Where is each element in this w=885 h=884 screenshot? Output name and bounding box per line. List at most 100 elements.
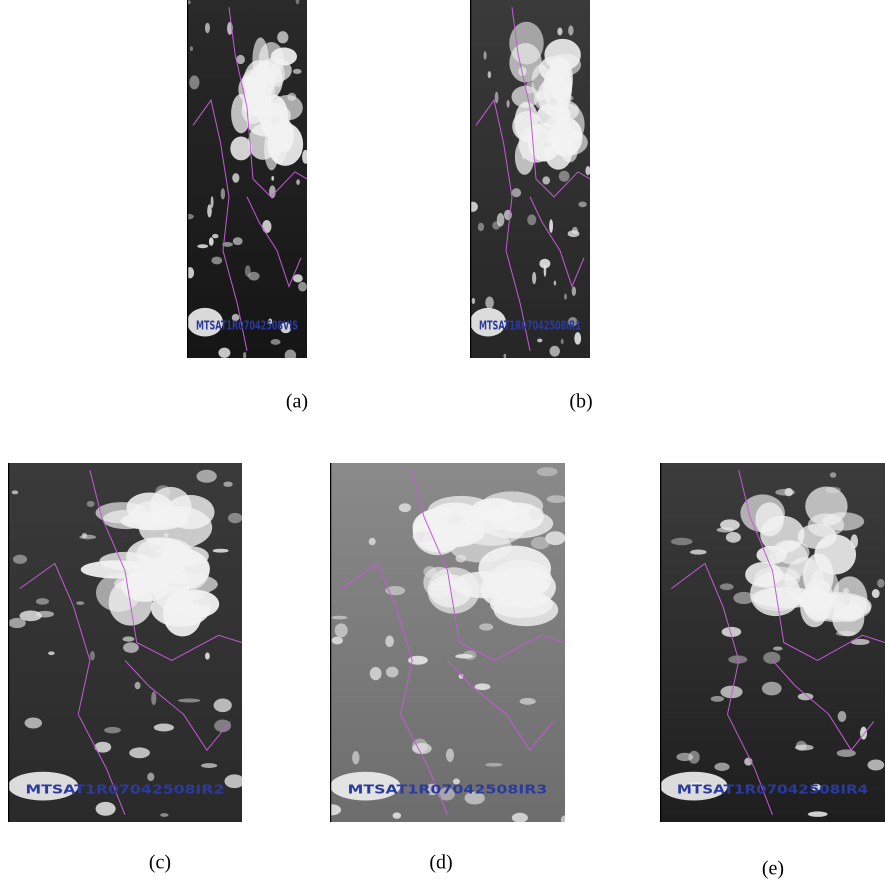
cloud xyxy=(192,597,215,606)
cloud xyxy=(187,267,195,279)
cloud xyxy=(470,201,478,212)
cloud xyxy=(218,347,231,358)
cloud xyxy=(197,244,209,249)
border xyxy=(124,660,231,752)
cloud xyxy=(585,166,590,176)
cloud xyxy=(331,636,343,645)
cloud xyxy=(807,513,845,538)
cloud xyxy=(277,31,289,44)
cloud xyxy=(557,27,563,36)
cloud xyxy=(248,271,260,281)
cloud xyxy=(710,695,725,702)
cloud xyxy=(487,71,492,79)
cloud xyxy=(825,486,841,494)
cloud xyxy=(477,222,485,232)
panel-caption: (a) xyxy=(286,391,308,413)
cloud xyxy=(532,271,537,285)
cloud xyxy=(539,258,551,269)
cloud xyxy=(230,136,252,161)
cloud xyxy=(295,0,300,5)
cloud xyxy=(196,469,217,483)
cloud xyxy=(269,185,276,199)
cloud xyxy=(187,213,194,220)
cloud xyxy=(721,626,742,637)
cloud xyxy=(151,691,157,706)
cloud xyxy=(546,495,565,503)
cloud xyxy=(733,591,755,605)
cloud xyxy=(750,571,801,617)
border xyxy=(772,660,875,752)
cloud xyxy=(810,783,821,791)
cloud xyxy=(208,237,214,246)
cloud xyxy=(714,762,730,771)
cloud xyxy=(243,351,247,358)
cloud xyxy=(162,590,203,637)
cloud xyxy=(548,117,583,157)
image-label: MTSAT1R07042508IR1 xyxy=(479,318,581,332)
cloud xyxy=(446,514,463,525)
cloud xyxy=(189,75,200,90)
cloud xyxy=(207,204,212,218)
cloud xyxy=(525,81,535,94)
cloud xyxy=(232,173,240,183)
cloud xyxy=(720,519,740,531)
cloud xyxy=(483,51,487,60)
cloud xyxy=(153,723,174,732)
cloud xyxy=(471,297,476,305)
coastline xyxy=(341,562,448,816)
cloud xyxy=(231,313,240,322)
cloud xyxy=(94,741,112,753)
cloud xyxy=(877,578,885,588)
cloud xyxy=(807,811,828,817)
satellite-image: MTSAT1R07042508IR4 xyxy=(660,463,885,822)
cloud xyxy=(138,544,151,555)
cloud xyxy=(425,783,439,796)
cloud xyxy=(427,567,480,614)
cloud xyxy=(352,751,360,765)
cloud xyxy=(334,623,348,638)
cloud xyxy=(837,710,847,722)
cloud xyxy=(542,176,551,185)
cloud xyxy=(529,507,544,521)
cloud xyxy=(134,681,141,690)
cloud xyxy=(809,567,839,608)
cloud xyxy=(452,778,460,785)
cloud xyxy=(408,655,428,665)
cloud xyxy=(558,170,570,182)
cloud xyxy=(141,546,210,592)
satellite-image: MTSAT1R07042508IR3 xyxy=(330,463,565,822)
cloud xyxy=(458,673,464,679)
cloud xyxy=(470,307,506,337)
cloud xyxy=(867,759,885,771)
cloud xyxy=(519,697,536,705)
cloud xyxy=(494,91,499,104)
cloud xyxy=(571,286,577,297)
image-label: MTSAT1R07042508IR4 xyxy=(677,782,868,796)
cloud xyxy=(527,214,537,226)
cloud xyxy=(231,94,252,134)
cloud xyxy=(474,683,491,691)
cloud xyxy=(264,126,280,171)
cloud xyxy=(35,598,49,605)
cloud xyxy=(772,646,783,651)
cloud xyxy=(79,534,97,540)
cloud xyxy=(660,771,728,801)
satellite-image: MTSAT1R07042508VIS xyxy=(187,0,307,358)
cloud xyxy=(296,179,300,186)
cloud xyxy=(331,615,348,620)
cloud xyxy=(385,586,406,596)
cloud xyxy=(871,589,880,599)
cloud xyxy=(690,549,707,555)
cloud xyxy=(511,188,522,198)
image-label: MTSAT1R07042508IR2 xyxy=(26,782,225,796)
cloud xyxy=(280,322,292,334)
cloud xyxy=(187,307,223,337)
cloud xyxy=(479,623,494,631)
image-label: MTSAT1R07042508IR3 xyxy=(348,782,548,796)
panel-caption: (d) xyxy=(429,852,452,874)
cloud xyxy=(212,233,219,239)
cloud xyxy=(269,57,273,68)
cloud xyxy=(560,815,565,822)
coastline xyxy=(19,562,126,816)
cloud xyxy=(761,681,782,696)
